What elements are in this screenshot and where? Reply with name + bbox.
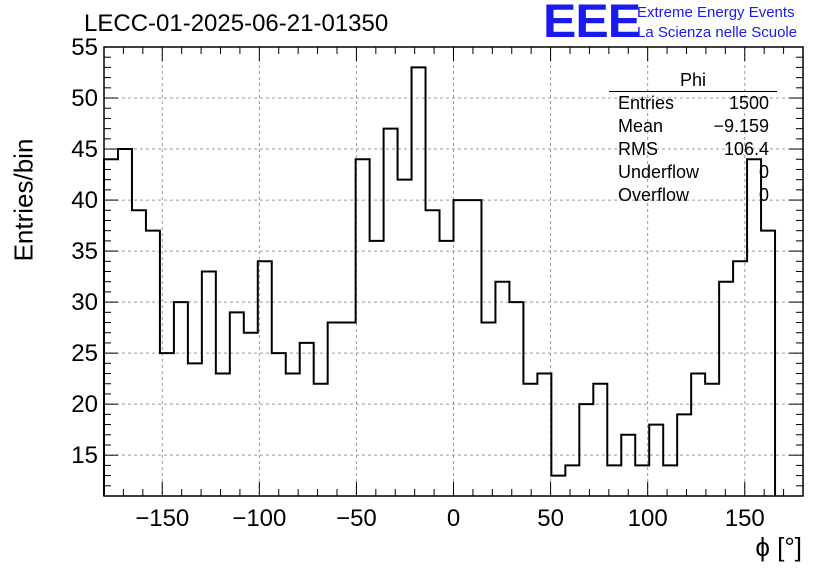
stats-label: Overflow: [618, 185, 690, 205]
histogram-bin: [649, 425, 663, 496]
stats-row-rms: RMS 106.4: [609, 138, 777, 161]
histogram-bin: [607, 465, 621, 496]
eee-tagline-1: Extreme Energy Events: [637, 4, 795, 21]
histogram-bin: [719, 282, 733, 496]
histogram-bin: [412, 67, 426, 496]
stats-label: RMS: [618, 139, 658, 159]
histogram-bin: [300, 343, 314, 496]
stats-box: Phi Entries 1500 Mean −9.159 RMS 106.4 U…: [609, 70, 777, 207]
y-tick-label: 40: [71, 187, 98, 214]
plot-frame: [103, 46, 804, 497]
histogram-bin: [537, 374, 551, 496]
histogram-bin: [272, 353, 286, 496]
histogram-bin: [328, 323, 342, 496]
histogram-bin: [621, 435, 635, 496]
histogram-bin: [677, 414, 691, 496]
histogram-bin: [509, 302, 523, 496]
histogram-outline: [103, 66, 777, 496]
histogram-bin: [216, 374, 230, 496]
stats-value: 0: [758, 162, 769, 182]
stats-row-entries: Entries 1500: [609, 92, 777, 115]
histogram-bin: [118, 149, 132, 496]
histogram-bin: [384, 129, 398, 496]
x-tick-label: 0: [447, 505, 460, 532]
histogram-bin: [635, 465, 649, 496]
histogram-bin: [440, 241, 454, 496]
histogram-bin: [370, 241, 384, 496]
histogram-bin: [551, 476, 565, 496]
y-tick-label: 50: [71, 85, 98, 112]
stats-label: Mean: [618, 116, 664, 136]
chart-title: LECC-01-2025-06-21-01350: [84, 10, 389, 37]
histogram-bin: [579, 404, 593, 496]
histogram-bin: [705, 384, 719, 496]
stats-value: 1500: [728, 93, 769, 113]
histogram-bin: [314, 384, 328, 496]
histogram-bin: [132, 210, 146, 496]
histogram-bin: [481, 323, 495, 496]
y-tick-label: 45: [71, 136, 98, 163]
stats-label: Entries: [618, 93, 675, 113]
histogram-bin: [565, 465, 579, 496]
histogram-bin: [356, 159, 370, 496]
histogram-bin: [244, 333, 258, 496]
histogram-bin: [174, 302, 188, 496]
histogram-bin: [160, 353, 174, 496]
x-tick-label: −50: [336, 505, 377, 532]
histogram-bin: [747, 159, 761, 496]
y-tick-label: 15: [71, 442, 98, 469]
y-tick-label: 35: [71, 238, 98, 265]
y-axis-label-box: Entries/bin: [4, 110, 44, 290]
x-tick-label: 150: [725, 505, 765, 532]
x-tick-label: 50: [537, 505, 564, 532]
histogram-bin: [467, 200, 481, 496]
x-tick-label: 100: [628, 505, 668, 532]
histogram-bin: [146, 231, 160, 496]
x-axis-label: ϕ [°]: [755, 532, 802, 562]
stats-label: Underflow: [618, 162, 700, 182]
y-tick-label: 55: [71, 34, 98, 61]
histogram-bin: [593, 384, 607, 496]
eee-logo: EEE: [543, 0, 641, 48]
histogram-bin: [733, 261, 747, 496]
histogram-bin: [495, 282, 509, 496]
eee-tagline-2: La Scienza nelle Scuole: [637, 24, 798, 41]
stats-row-overflow: Overflow 0: [609, 184, 777, 207]
stats-value: 0: [758, 185, 769, 205]
histogram-bin: [104, 159, 118, 496]
x-tick-label: −100: [232, 505, 286, 532]
stats-title: Phi: [609, 70, 777, 92]
stats-value: 106.4: [723, 139, 769, 159]
histogram-bin: [523, 384, 537, 496]
histogram-bin: [761, 231, 775, 496]
histogram-bin: [691, 374, 705, 496]
histogram-bin: [230, 312, 244, 496]
stats-row-underflow: Underflow 0: [609, 161, 777, 184]
histogram-bin: [258, 261, 272, 496]
stats-value: −9.159: [713, 116, 769, 136]
x-tick-label: −150: [135, 505, 189, 532]
histogram-bin: [663, 465, 677, 496]
y-tick-label: 20: [71, 391, 98, 418]
histogram-bin: [188, 363, 202, 496]
histogram-bin: [426, 210, 440, 496]
histogram-bin: [398, 180, 412, 496]
y-tick-label: 25: [71, 340, 98, 367]
histogram-bin: [342, 323, 356, 496]
histogram-bin: [286, 374, 300, 496]
histogram-bin: [202, 272, 216, 497]
y-tick-label: 30: [71, 289, 98, 316]
stats-row-mean: Mean −9.159: [609, 115, 777, 138]
y-axis-label: Entries/bin: [8, 138, 39, 262]
histogram-bin: [454, 200, 468, 496]
